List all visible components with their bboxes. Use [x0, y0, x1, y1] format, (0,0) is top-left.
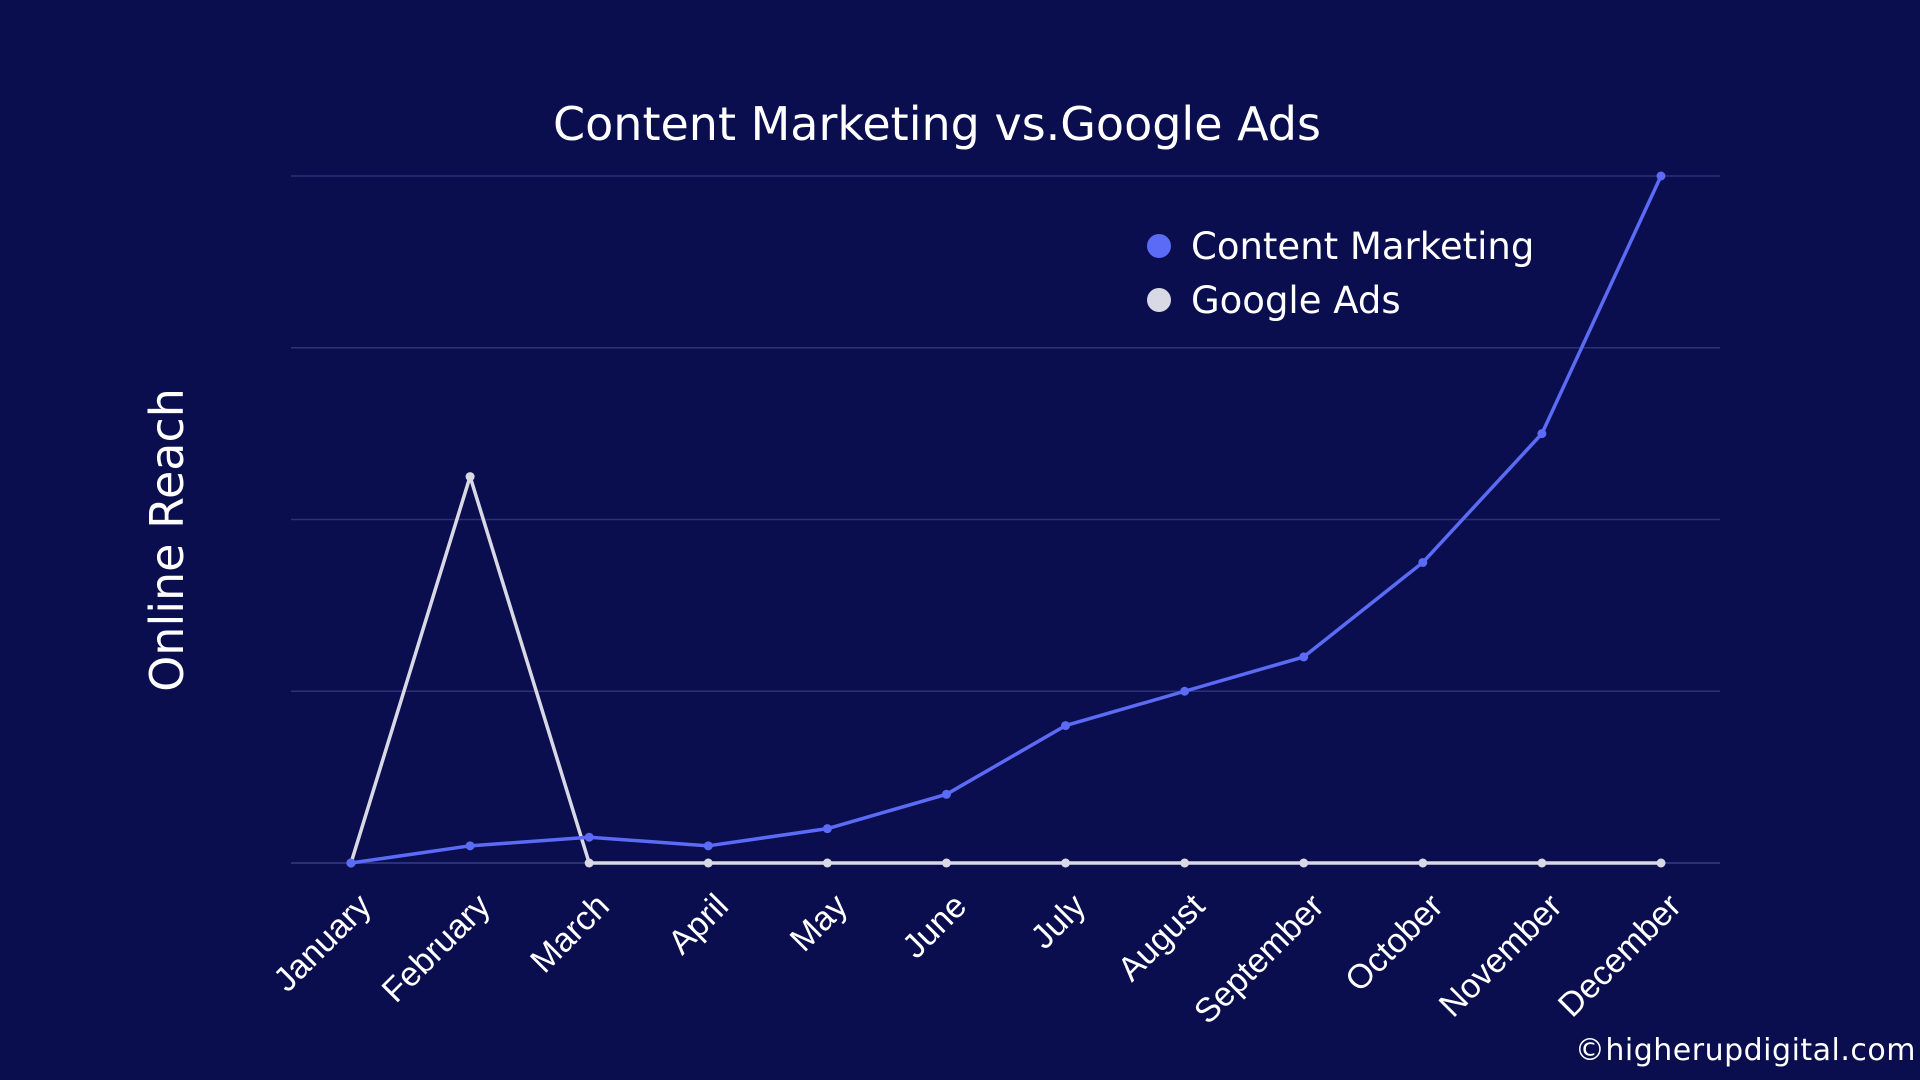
data-point-content-marketing-february: [465, 841, 475, 851]
legend-marker-content-marketing: [1147, 234, 1171, 258]
data-point-content-marketing-november: [1537, 429, 1547, 439]
x-tick-label-october: October: [1338, 887, 1450, 999]
x-tick-label-may: May: [783, 887, 855, 959]
data-point-google-ads-august: [1180, 858, 1190, 868]
series-lines: [346, 171, 1666, 868]
series-line-google-ads: [349, 474, 1661, 865]
x-tick-label-december: December: [1551, 887, 1689, 1025]
data-point-content-marketing-june: [941, 789, 951, 799]
data-point-google-ads-november: [1537, 858, 1547, 868]
data-point-content-marketing-october: [1418, 557, 1428, 567]
data-point-content-marketing-august: [1180, 686, 1190, 696]
data-point-content-marketing-january: [346, 858, 356, 868]
legend-label-content-marketing: Content Marketing: [1191, 225, 1534, 268]
x-tick-label-september: September: [1187, 887, 1331, 1031]
x-tick-label-november: November: [1432, 887, 1570, 1025]
series-line-content-marketing: [350, 175, 1663, 865]
x-tick-label-march: March: [523, 887, 617, 981]
data-point-google-ads-may: [822, 858, 832, 868]
series-google-ads: [346, 472, 1666, 868]
data-point-google-ads-april: [703, 858, 713, 868]
chart-title: Content Marketing vs.Google Ads: [553, 97, 1321, 151]
data-point-content-marketing-december: [1656, 171, 1666, 181]
data-point-google-ads-march: [584, 858, 594, 868]
copyright-watermark: ©higherupdigital.com: [1574, 1033, 1916, 1068]
legend: Content Marketing Google Ads: [1147, 225, 1534, 322]
data-point-content-marketing-march: [584, 832, 594, 842]
data-point-google-ads-december: [1656, 858, 1666, 868]
x-tick-label-august: August: [1111, 886, 1213, 988]
data-point-google-ads-october: [1418, 858, 1428, 868]
data-point-content-marketing-september: [1299, 652, 1309, 662]
legend-label-google-ads: Google Ads: [1191, 279, 1401, 322]
x-tick-label-june: June: [895, 887, 974, 966]
y-axis-label: Online Reach: [140, 388, 194, 692]
x-tick-label-january: January: [266, 887, 378, 999]
data-point-google-ads-july: [1061, 858, 1071, 868]
series-content-marketing: [346, 171, 1666, 868]
x-tick-label-april: April: [661, 887, 736, 962]
x-tick-label-july: July: [1024, 887, 1094, 957]
data-point-content-marketing-may: [822, 824, 832, 834]
x-tick-label-february: February: [375, 887, 498, 1010]
data-point-google-ads-february: [465, 472, 475, 482]
data-point-content-marketing-april: [703, 841, 713, 851]
legend-marker-google-ads: [1147, 288, 1171, 312]
data-point-content-marketing-july: [1061, 721, 1071, 731]
data-point-google-ads-june: [941, 858, 951, 868]
data-point-google-ads-september: [1299, 858, 1309, 868]
